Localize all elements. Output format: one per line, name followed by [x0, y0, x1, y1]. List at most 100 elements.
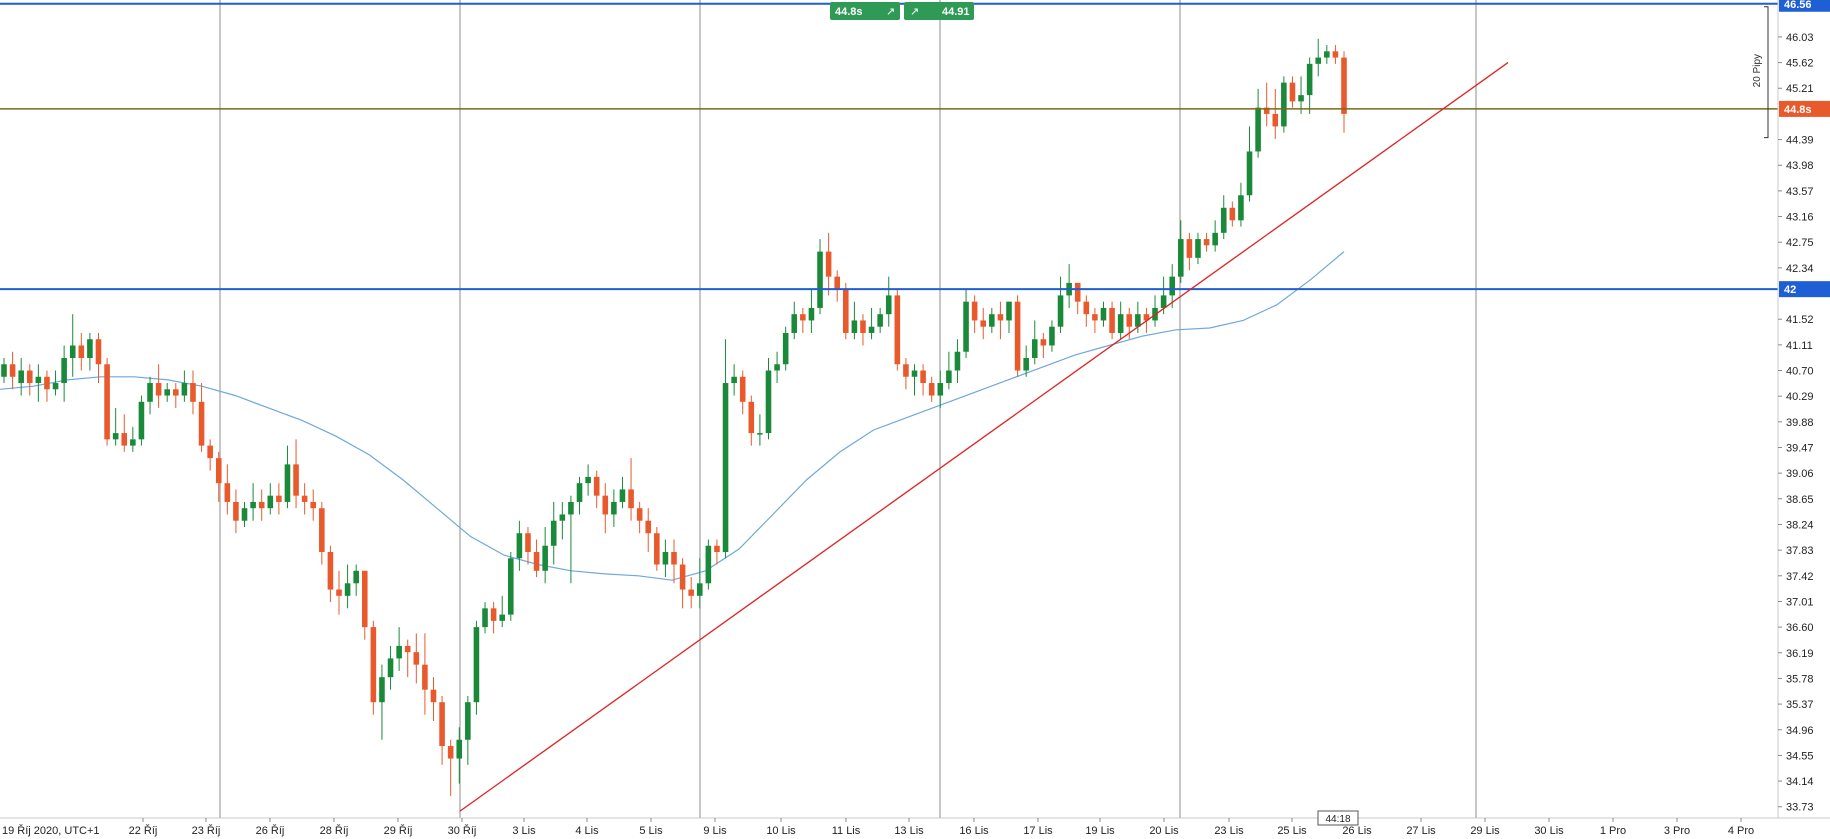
- candle: [877, 314, 883, 327]
- candle: [628, 489, 634, 509]
- candle: [1298, 95, 1304, 102]
- candle: [52, 383, 59, 390]
- candle: [885, 295, 892, 315]
- candle: [774, 364, 780, 371]
- candle: [800, 314, 806, 321]
- price-label: 44.8s: [1784, 104, 1812, 116]
- candle: [1006, 301, 1012, 321]
- timezone-label: 19 Říj 2020, UTC+1: [2, 824, 100, 837]
- candle: [722, 383, 729, 553]
- candle: [379, 677, 385, 703]
- sell-badge-arrow: ↗: [886, 6, 895, 18]
- y-tick-label: 34.96: [1786, 725, 1814, 737]
- price-label-bg: [1779, 281, 1830, 298]
- x-tick-label: 30 Říj: [448, 824, 477, 837]
- candle: [35, 376, 42, 384]
- candle: [18, 370, 24, 384]
- candle: [868, 326, 875, 333]
- candle: [1057, 295, 1064, 327]
- x-tick-label: 23 Lis: [1214, 825, 1244, 837]
- y-tick-label: 43.57: [1786, 186, 1814, 198]
- candle: [662, 552, 669, 565]
- x-tick-label: 30 Lis: [1534, 825, 1564, 837]
- y-tick-label: 37.83: [1786, 545, 1814, 557]
- candle: [104, 364, 110, 440]
- candle: [894, 295, 901, 365]
- trendline-segment: [459, 62, 1509, 812]
- candle: [619, 489, 626, 502]
- countdown: 44:18: [1325, 814, 1350, 825]
- x-tick-label: 9 Lis: [703, 825, 727, 837]
- candle: [817, 251, 823, 308]
- candle: [456, 739, 463, 759]
- candle: [671, 552, 677, 565]
- candle: [843, 289, 849, 333]
- candle: [1272, 113, 1279, 127]
- candle: [654, 533, 660, 565]
- candle: [422, 664, 428, 690]
- price-axis-bg: [1778, 0, 1830, 839]
- candle: [585, 476, 591, 484]
- candle: [284, 464, 291, 502]
- x-tick-label: 3 Pro: [1664, 825, 1690, 837]
- candle: [739, 376, 746, 402]
- candle: [1014, 301, 1021, 371]
- candle: [387, 658, 394, 678]
- candle: [903, 364, 909, 377]
- candle: [1341, 57, 1347, 114]
- y-tick-label: 35.37: [1786, 699, 1814, 711]
- candle: [1332, 51, 1339, 58]
- candle: [1212, 232, 1218, 246]
- x-tick-label: 25 Lis: [1277, 825, 1307, 837]
- y-tick-label: 39.88: [1786, 417, 1814, 429]
- candle: [1031, 339, 1038, 358]
- y-tick-label: 39.06: [1786, 468, 1814, 480]
- candle: [1263, 107, 1270, 114]
- candle: [1135, 314, 1141, 327]
- y-tick-label: 34.55: [1786, 750, 1814, 762]
- candle: [1195, 239, 1201, 258]
- candle: [508, 558, 514, 615]
- candle: [190, 383, 196, 402]
- x-tick-label: 5 Lis: [639, 825, 663, 837]
- y-tick-label: 38.65: [1786, 494, 1814, 506]
- candle: [1281, 82, 1287, 127]
- candle: [361, 570, 368, 628]
- candle: [1238, 195, 1244, 221]
- x-tick-label: 11 Lis: [832, 825, 861, 837]
- candle: [87, 339, 93, 358]
- candle: [1109, 307, 1115, 333]
- y-tick-label: 42.34: [1786, 263, 1814, 275]
- candle: [963, 301, 969, 352]
- candle: [911, 370, 918, 377]
- candle: [997, 314, 1004, 321]
- x-tick-label: 23 Říj: [192, 824, 221, 837]
- candle: [1255, 107, 1261, 152]
- candle: [1246, 151, 1253, 196]
- candles: [1, 38, 1347, 797]
- y-tick-label: 36.19: [1786, 648, 1814, 660]
- y-tick-label: 33.73: [1786, 802, 1814, 814]
- candle: [336, 589, 342, 596]
- candle: [1040, 339, 1047, 346]
- candle: [121, 433, 128, 446]
- x-tick-label: 1 Pro: [1600, 825, 1626, 837]
- candle: [95, 339, 102, 365]
- y-tick-label: 37.01: [1786, 596, 1814, 608]
- candle: [61, 357, 67, 384]
- candle: [593, 476, 600, 496]
- candle: [9, 364, 16, 377]
- x-tick-label: 4 Pro: [1728, 825, 1754, 837]
- candle: [937, 383, 944, 396]
- candle: [559, 514, 566, 521]
- candle: [1126, 314, 1133, 327]
- candle: [696, 583, 703, 596]
- price-label: 46.56: [1784, 0, 1812, 11]
- y-tick-label: 40.29: [1786, 391, 1814, 403]
- candle: [112, 433, 119, 440]
- candle: [568, 501, 574, 515]
- candle: [207, 445, 213, 459]
- x-tick-label: 26 Říj: [256, 824, 285, 837]
